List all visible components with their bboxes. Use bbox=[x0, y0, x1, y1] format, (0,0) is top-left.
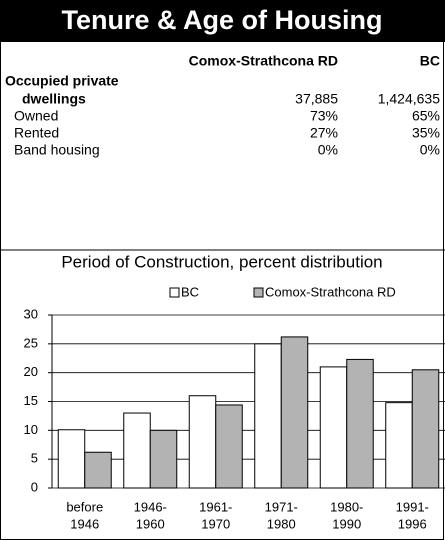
chart-title: Period of Construction, percent distribu… bbox=[61, 252, 382, 271]
x-tick-label: 1980- bbox=[330, 499, 363, 514]
x-tick-label: 1990 bbox=[332, 516, 361, 531]
cell: 73% bbox=[310, 108, 338, 124]
cell: 37,885 bbox=[295, 91, 338, 107]
bar bbox=[149, 429, 178, 489]
x-tick-label: 1970 bbox=[201, 516, 230, 531]
cell: 27% bbox=[310, 125, 338, 141]
row-label: Occupied private bbox=[5, 73, 119, 89]
legend-swatch bbox=[253, 287, 264, 298]
x-tick-label: before bbox=[66, 499, 103, 514]
cell: 0% bbox=[318, 142, 338, 158]
bar bbox=[84, 451, 112, 489]
x-tick-label: 1980 bbox=[267, 516, 296, 531]
cell: 1,424,635 bbox=[378, 91, 440, 107]
cell: 0% bbox=[420, 142, 440, 158]
y-tick-label: 0 bbox=[31, 479, 38, 494]
legend-label: Comox-Strathcona RD bbox=[265, 284, 396, 299]
bar bbox=[319, 366, 348, 489]
bar bbox=[411, 369, 440, 489]
y-tick-label: 10 bbox=[24, 422, 38, 437]
bar bbox=[280, 336, 309, 489]
column-header: Comox-Strathcona RD bbox=[189, 53, 338, 69]
legend-swatch bbox=[169, 287, 180, 298]
row-label: dwellings bbox=[22, 91, 86, 107]
row-label: Rented bbox=[14, 125, 59, 141]
row-label: Owned bbox=[14, 108, 58, 124]
x-tick-label: 1961- bbox=[199, 499, 232, 514]
bar bbox=[188, 395, 217, 489]
cell: 35% bbox=[412, 125, 440, 141]
bar bbox=[57, 429, 86, 489]
bar bbox=[346, 358, 374, 489]
x-tick-label: 1946 bbox=[70, 516, 99, 531]
y-tick-label: 30 bbox=[24, 306, 38, 321]
bar bbox=[254, 343, 282, 489]
legend-label: BC bbox=[181, 284, 199, 299]
y-tick-label: 25 bbox=[24, 335, 38, 350]
y-tick-label: 20 bbox=[24, 364, 38, 379]
row-label: Band housing bbox=[14, 142, 100, 158]
title: Tenure & Age of Housing bbox=[62, 5, 383, 35]
bar bbox=[215, 404, 243, 489]
x-tick-label: 1971- bbox=[265, 499, 298, 514]
x-tick-label: 1960 bbox=[136, 516, 165, 531]
y-tick-label: 5 bbox=[31, 451, 38, 466]
title-bar bbox=[0, 0, 445, 42]
bar bbox=[385, 402, 413, 489]
bar bbox=[123, 412, 151, 489]
y-tick-label: 15 bbox=[24, 393, 38, 408]
column-header: BC bbox=[420, 53, 440, 69]
cell: 65% bbox=[412, 108, 440, 124]
x-tick-label: 1996 bbox=[398, 516, 427, 531]
x-tick-label: 1946- bbox=[134, 499, 167, 514]
x-tick-label: 1991- bbox=[396, 499, 429, 514]
